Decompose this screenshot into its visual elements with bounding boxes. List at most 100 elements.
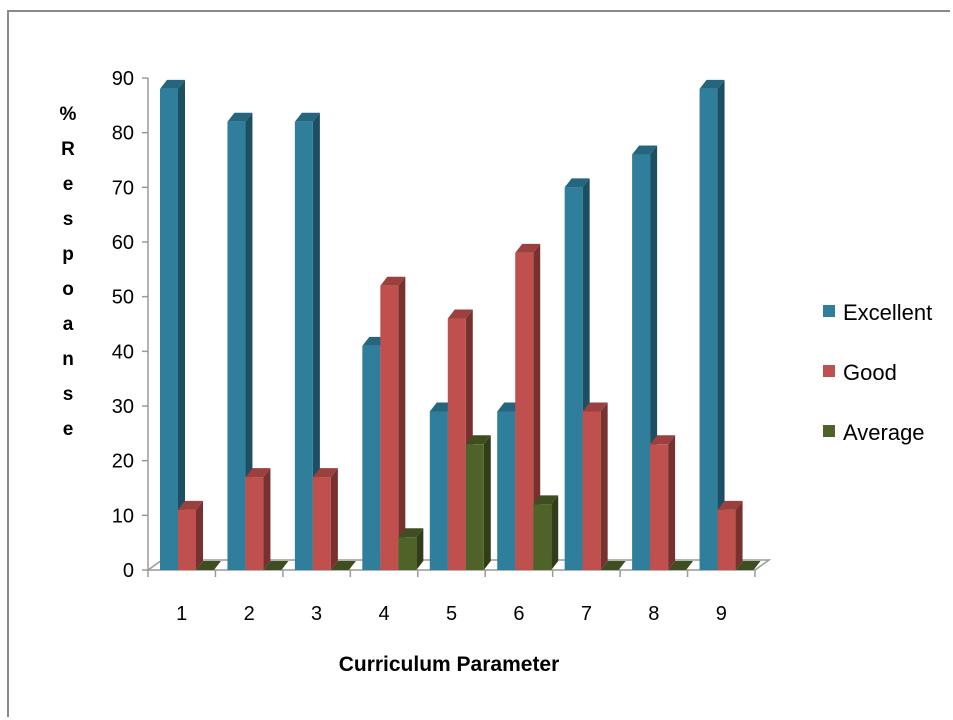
bar-front	[699, 88, 718, 570]
bar-top	[312, 468, 338, 478]
legend-swatch	[823, 365, 835, 377]
bar	[196, 561, 221, 570]
y-tick-label: 20	[112, 451, 134, 473]
bar-front	[312, 477, 331, 570]
bar	[178, 500, 203, 570]
bar-top	[564, 178, 590, 188]
bar-side	[735, 500, 743, 570]
bar-front	[245, 477, 264, 570]
bar-top	[196, 561, 221, 570]
bar-front	[447, 318, 466, 570]
legend: Excellent Good Average	[823, 300, 932, 445]
bar	[160, 79, 185, 570]
bar	[699, 79, 725, 570]
y-axis-label-char: a	[63, 314, 74, 335]
legend-item: Excellent	[823, 300, 932, 325]
y-tick-label: 50	[112, 287, 134, 309]
bar-front	[465, 444, 484, 570]
bar-front	[429, 411, 448, 570]
bar-top	[178, 500, 203, 510]
bar	[312, 468, 338, 570]
x-tick-label: 6	[513, 603, 524, 625]
bar-side	[483, 435, 491, 570]
legend-item: Average	[823, 420, 925, 445]
bar-top	[600, 561, 626, 570]
bar-front	[227, 121, 246, 570]
bar-top	[515, 243, 541, 253]
bar	[245, 468, 271, 570]
bar-top	[245, 468, 271, 478]
bar-top	[294, 112, 320, 122]
y-axis-label-char: s	[63, 384, 74, 405]
x-tick-label: 1	[176, 603, 187, 625]
bar-side	[263, 468, 271, 570]
bar-side	[330, 468, 338, 570]
bar	[515, 243, 541, 570]
x-tick-label: 4	[378, 603, 389, 625]
bar	[582, 402, 608, 570]
bar-top	[398, 528, 424, 538]
y-tick-label: 40	[112, 341, 134, 363]
bar	[294, 112, 320, 570]
y-tick-labels: 0 10 20 30 40 50 60 70 80 90	[112, 68, 134, 582]
x-tick-label: 5	[446, 603, 457, 625]
bar-side	[600, 402, 608, 570]
bar-top	[380, 276, 406, 286]
bar-side	[398, 276, 406, 570]
y-tick-label: 70	[112, 177, 134, 199]
bar-side	[416, 528, 424, 570]
legend-label: Excellent	[843, 300, 932, 325]
bar-top	[465, 435, 491, 445]
bar-side	[178, 79, 185, 570]
x-tick-labels: 1 2 3 4 5 6 7 8 9	[176, 603, 727, 625]
bar	[263, 561, 289, 570]
legend-label: Good	[843, 360, 897, 385]
bar-side	[551, 495, 559, 570]
y-tick-label: 10	[112, 505, 134, 527]
y-tick-label: 60	[112, 232, 134, 254]
bar-front	[515, 252, 534, 570]
bar-front	[362, 345, 381, 570]
bar	[735, 561, 761, 570]
bar-front	[178, 509, 196, 570]
x-tick-label: 3	[311, 603, 322, 625]
y-tick-label: 30	[112, 396, 134, 418]
y-axis-label-char: R	[61, 139, 75, 160]
y-axis-label-char: e	[63, 419, 74, 440]
bar-top	[582, 402, 608, 412]
y-axis-label-char: %	[60, 104, 77, 125]
x-axis-label: Curriculum Parameter	[339, 653, 560, 676]
bar-front	[582, 411, 601, 570]
bar-top	[717, 500, 743, 510]
bar-top	[699, 79, 725, 89]
bar-front	[497, 411, 516, 570]
bar-front	[380, 285, 399, 570]
bar-top	[668, 561, 694, 570]
x-tick-label: 9	[716, 603, 727, 625]
y-axis-label-char: e	[63, 174, 74, 195]
bar	[227, 112, 253, 570]
bar	[717, 500, 743, 570]
bar-side	[533, 243, 541, 570]
x-tick-label: 2	[244, 603, 255, 625]
bar-top	[227, 112, 253, 122]
y-tick-label: 80	[112, 123, 134, 145]
y-tick-label: 90	[112, 68, 134, 90]
bar-top	[735, 561, 761, 570]
bar-side	[668, 435, 676, 570]
bar-front	[650, 444, 669, 570]
bar-top	[160, 79, 185, 89]
bar-front	[294, 121, 313, 570]
bar	[465, 435, 491, 570]
y-axis-label-char: n	[62, 349, 74, 370]
bar-side	[312, 112, 320, 570]
bar-front	[717, 509, 736, 570]
legend-swatch	[823, 305, 835, 317]
bar-front	[160, 88, 178, 570]
bar	[668, 561, 694, 570]
bar-side	[196, 500, 203, 570]
legend-swatch	[823, 425, 835, 437]
bar-top	[447, 309, 473, 319]
